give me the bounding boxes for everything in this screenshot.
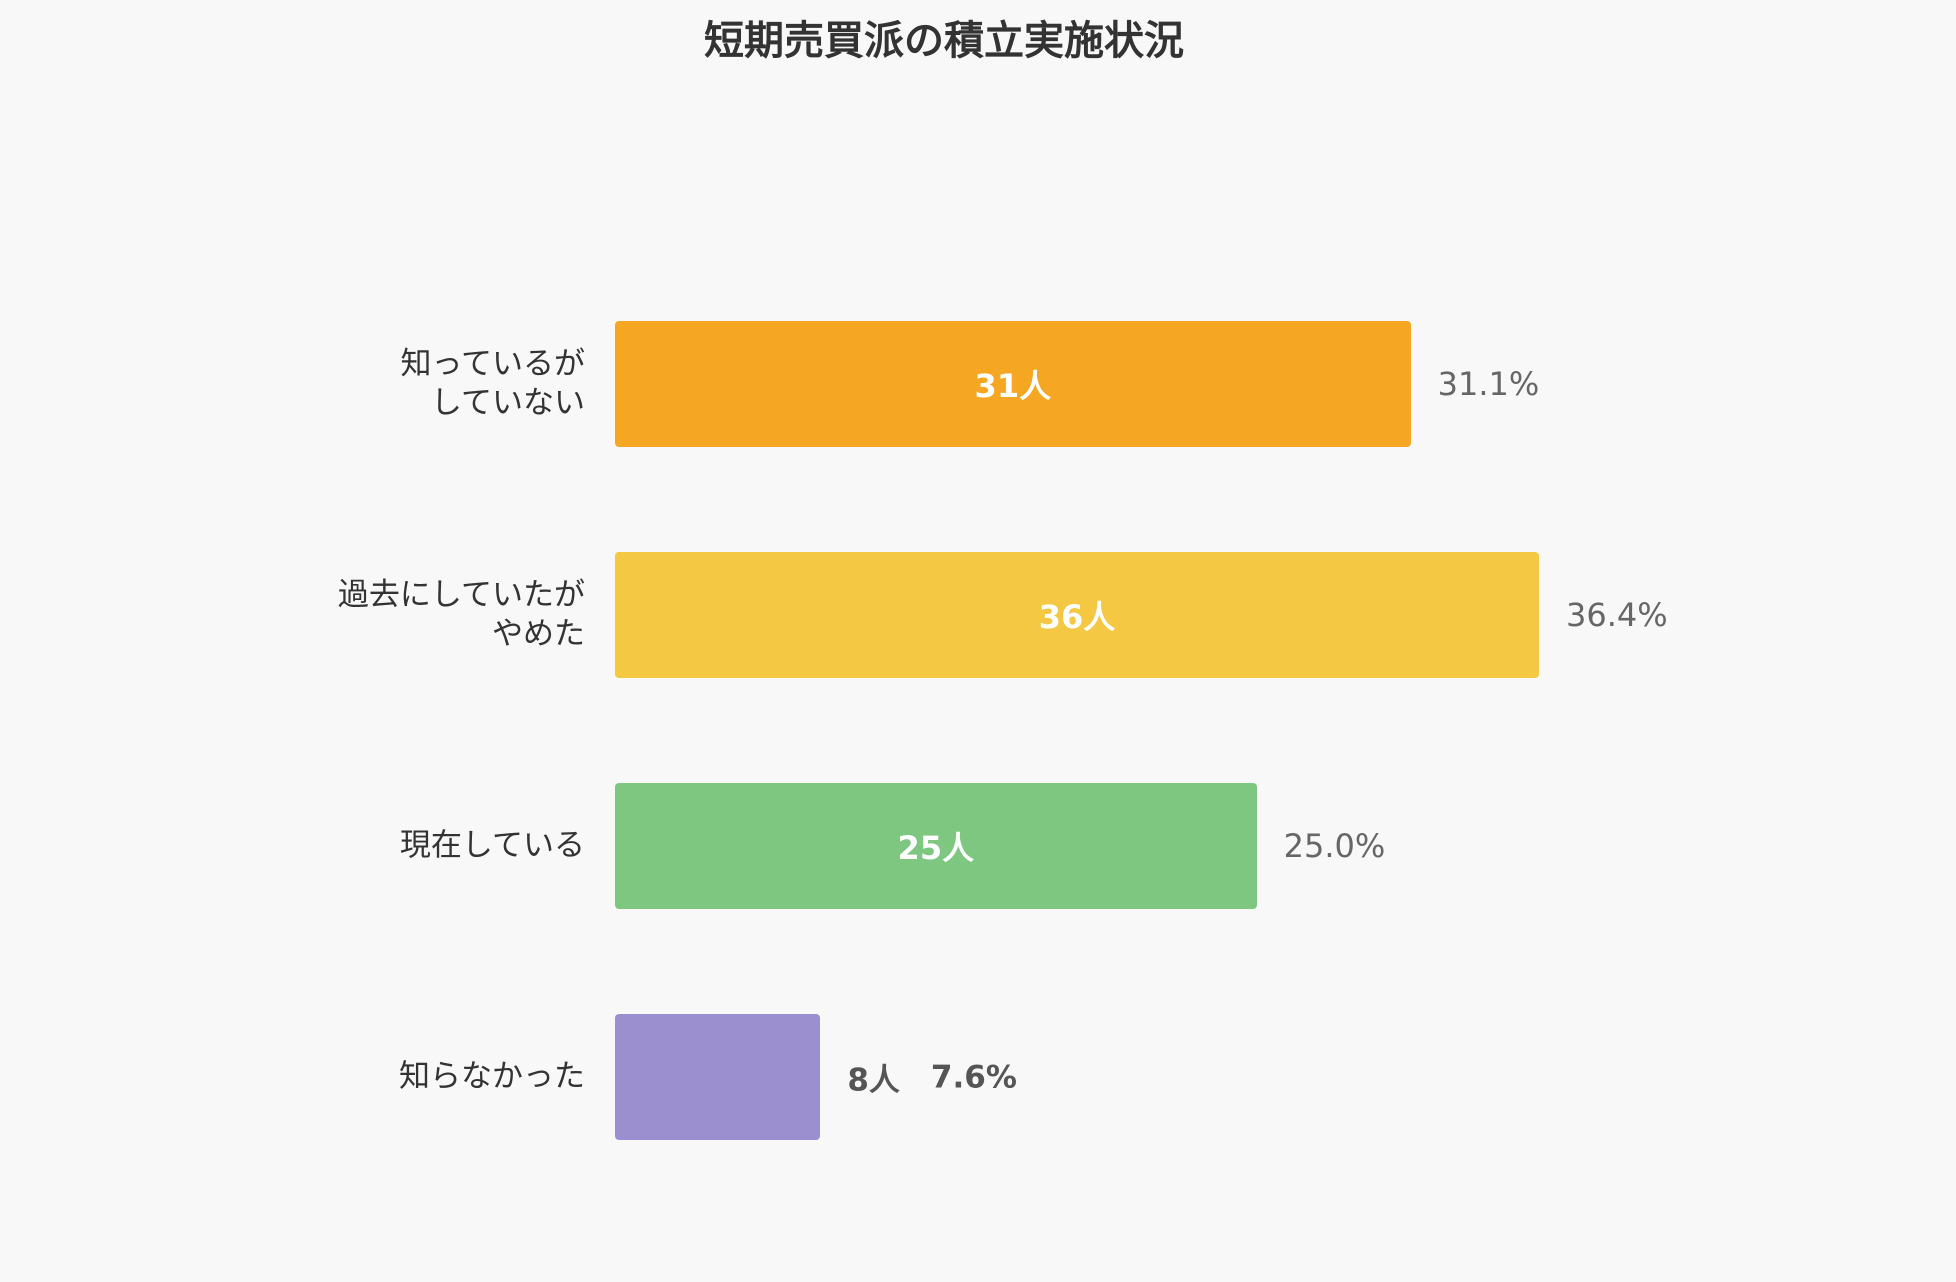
percent-label: 36.4% (1566, 596, 1668, 634)
category-label: 知っているが していない (400, 346, 585, 421)
bar (615, 321, 1411, 447)
bar (615, 552, 1539, 678)
category-label: 過去にしていたが やめた (337, 577, 585, 652)
category-label: 知らなかった (399, 1058, 585, 1095)
value-label: 25人 (897, 829, 975, 867)
category-label: 現在している (399, 827, 585, 864)
chart-title: 短期売買派の積立実施状況 (704, 18, 1184, 64)
percent-label: 7.6% (930, 1059, 1017, 1095)
percent-label: 31.1% (1437, 365, 1540, 403)
value-label: 8人 (847, 1062, 900, 1099)
value-label: 36人 (1038, 598, 1116, 636)
outside-label-group: 8人 7.6% (847, 1055, 1017, 1100)
bar (615, 1014, 821, 1140)
bar (615, 783, 1257, 909)
value-label: 31人 (974, 367, 1052, 405)
percent-label: 25.0% (1283, 827, 1386, 865)
